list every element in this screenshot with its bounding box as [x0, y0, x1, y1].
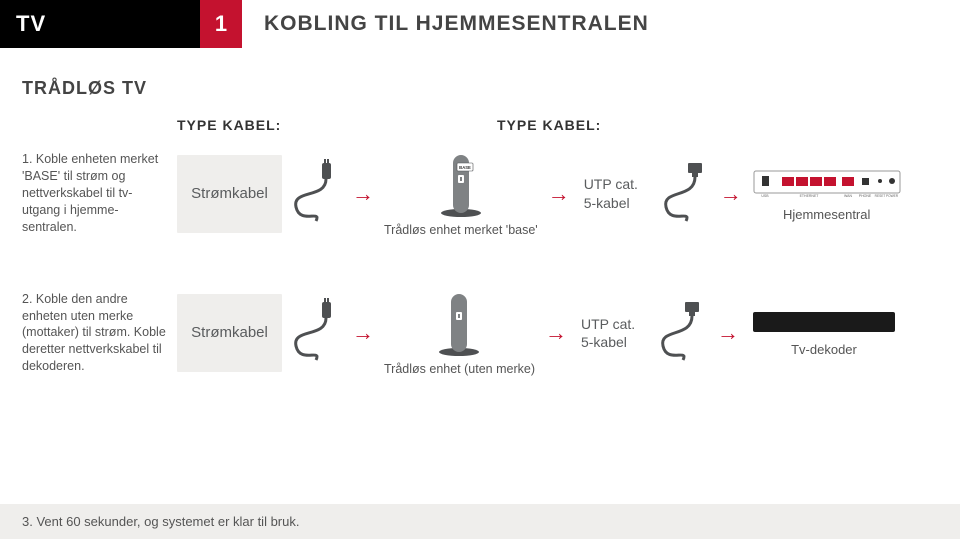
power-cable-icon — [282, 159, 342, 229]
ethernet-cable-icon — [650, 159, 710, 229]
wireless-receiver-device: Trådløs enhet (uten merke) — [384, 288, 535, 377]
step2-instruction: 2. Koble den andre enheten uten merke (m… — [22, 291, 177, 375]
arrow-icon: → — [535, 320, 577, 346]
svg-text:ETHERNET: ETHERNET — [799, 194, 819, 198]
power-cable-card: Strømkabel — [177, 294, 282, 372]
col-label-right: TYPE KABEL: — [497, 117, 601, 139]
section-subhead: TRÅDLØS TV — [0, 48, 960, 99]
svg-text:POWER: POWER — [886, 194, 899, 198]
svg-text:RESET: RESET — [874, 194, 885, 198]
column-headers: TYPE KABEL: TYPE KABEL: — [0, 99, 960, 139]
wireless-receiver-label: Trådløs enhet (uten merke) — [384, 356, 535, 377]
svg-text:WAN: WAN — [844, 194, 853, 198]
col-label-left: TYPE KABEL: — [177, 117, 347, 139]
home-central-label: Hjemmesentral — [783, 201, 870, 222]
arrow-icon: → — [342, 320, 384, 346]
svg-text:USB: USB — [761, 194, 769, 198]
header-bar: TV 1 KOBLING TIL HJEMMESENTRALEN — [0, 0, 960, 48]
utp-label: UTP cat. 5-kabel — [577, 315, 647, 351]
page-title: KOBLING TIL HJEMMESENTRALEN — [242, 0, 649, 48]
wireless-base-device: BASE Trådløs enhet merket 'base' — [384, 149, 538, 238]
tv-decoder-device: Tv-dekoder — [749, 308, 899, 357]
utp-label: UTP cat. 5-kabel — [580, 175, 650, 211]
arrow-icon: → — [342, 181, 384, 207]
arrow-icon: → — [538, 181, 580, 207]
footer-note: 3. Vent 60 sekunder, og systemet er klar… — [0, 504, 960, 539]
tv-decoder-label: Tv-dekoder — [791, 336, 857, 357]
ethernet-cable-icon — [647, 298, 707, 368]
power-cable-card: Strømkabel — [177, 155, 282, 233]
arrow-icon: → — [710, 181, 752, 207]
wireless-base-label: Trådløs enhet merket 'base' — [384, 217, 538, 238]
step1-instruction: 1. Koble enheten merket 'BASE' til strøm… — [22, 151, 177, 235]
arrow-icon: → — [707, 320, 749, 346]
power-cable-icon — [282, 298, 342, 368]
home-central-device: USB ETHERNET WAN PHONE RESET POWER Hjemm… — [752, 165, 902, 222]
step-row-1: 1. Koble enheten merket 'BASE' til strøm… — [0, 139, 960, 238]
svg-text:PHONE: PHONE — [858, 194, 871, 198]
step-row-2: 2. Koble den andre enheten uten merke (m… — [0, 278, 960, 377]
tv-badge: TV — [0, 0, 200, 48]
svg-text:BASE: BASE — [459, 165, 471, 170]
step-number-badge: 1 — [200, 0, 242, 48]
